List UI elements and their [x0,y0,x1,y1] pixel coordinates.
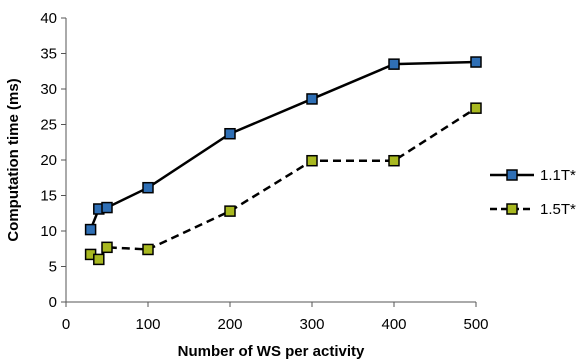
series-1-point [470,56,482,68]
series-1-point [388,58,400,70]
series-1-point [224,127,236,140]
series-1-point [142,181,154,194]
y-tick-label: 10 [40,223,57,240]
x-tick-label: 100 [135,316,160,333]
series-2-point [101,241,113,254]
legend-marker-2 [506,203,518,215]
y-tick-label: 25 [40,117,57,134]
series-1-point [306,93,318,105]
series-2-point [388,154,400,167]
y-tick-label: 20 [40,152,57,169]
y-tick-label: 5 [49,259,57,276]
series-2-point [142,243,154,256]
legend-label-1: 1.1T* [540,167,576,184]
y-tick-label: 15 [40,188,57,205]
x-tick-label: 300 [299,316,324,333]
series-2-point [470,102,482,114]
series-2-point [93,253,105,266]
y-tick-label: 35 [40,46,57,63]
x-tick-label: 200 [217,316,242,333]
legend-label-2: 1.5T* [540,201,576,218]
legend: 1.1T* 1.5T* [490,167,576,218]
series-layer [84,56,482,266]
y-axis-title: Computation time (ms) [5,78,22,241]
series-line-2 [89,107,477,262]
series-2-point [224,205,236,217]
y-tick-label: 30 [40,81,57,98]
y-tick-label: 0 [49,294,57,311]
series-1-point [84,223,97,236]
x-tick-label: 400 [381,316,406,333]
series-1-point [101,201,113,214]
x-tick-label: 500 [463,316,488,333]
series-line-1 [89,60,477,231]
x-tick-label: 0 [62,316,70,333]
y-tick-label: 40 [40,10,57,27]
x-axis-title: Number of WS per activity [178,343,365,360]
series-2-point [306,154,318,167]
legend-marker-1 [506,169,518,181]
